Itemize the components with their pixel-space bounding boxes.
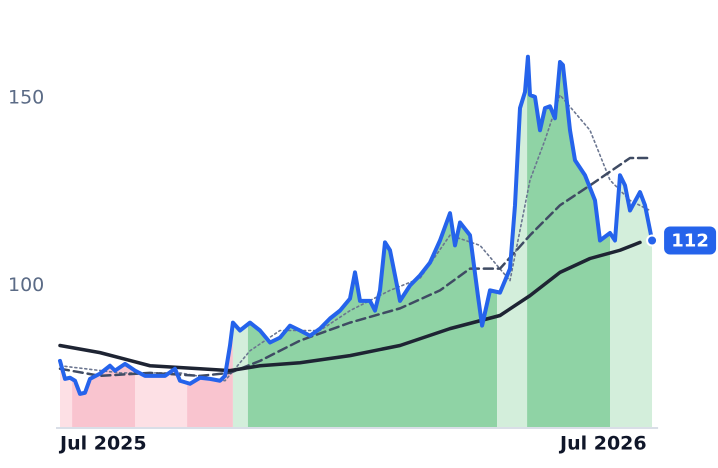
line-dashed <box>58 156 652 378</box>
last-badge <box>664 226 717 255</box>
line-solid <box>58 54 655 396</box>
y-tick-label: 150 <box>8 87 44 109</box>
x-tick-label: Jul 2026 <box>558 433 647 455</box>
last-point <box>646 234 659 247</box>
x-tick-label: Jul 2025 <box>58 433 147 455</box>
line-dotted <box>59 94 651 382</box>
y-tick-label: 100 <box>8 274 44 296</box>
last-value-label: 112 <box>671 231 709 252</box>
